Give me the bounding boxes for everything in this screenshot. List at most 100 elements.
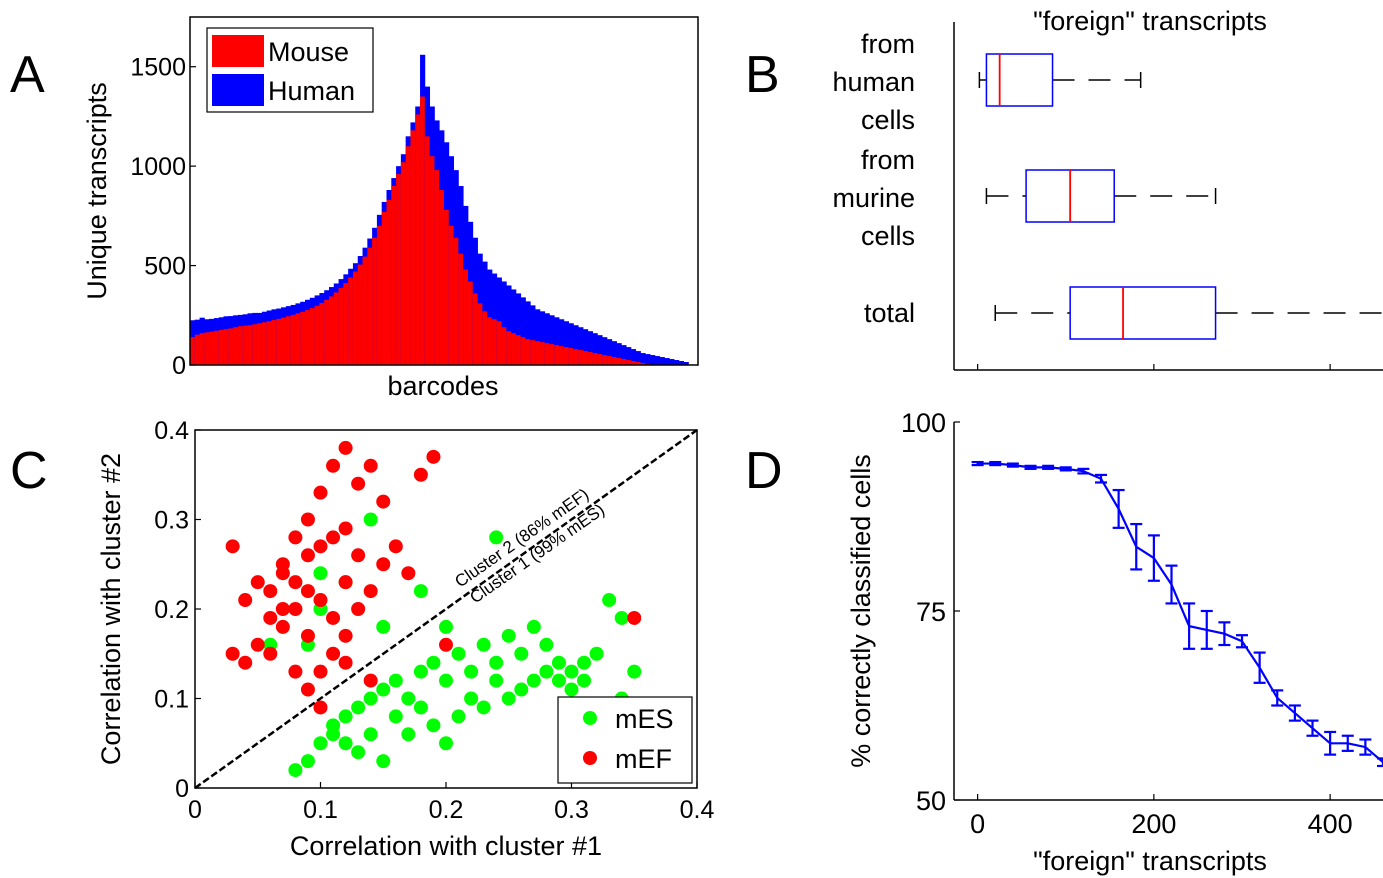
bar-mouse-29	[328, 296, 335, 365]
bar-mouse-94	[640, 363, 646, 365]
bar-mouse-70	[525, 339, 531, 365]
point-mes-7	[376, 682, 391, 697]
bar-mouse-60	[477, 303, 483, 365]
bar-mouse-92	[630, 361, 637, 365]
legend-marker-mef	[583, 751, 597, 765]
panel-d-ticks: 0 200 400 50 75 100	[901, 408, 1353, 839]
legend-swatch-mouse	[212, 35, 264, 67]
panel-b-category-0-line-0: from	[861, 29, 915, 59]
point-mef-27	[376, 557, 391, 572]
bar-mouse-27	[319, 302, 325, 365]
point-mef-40	[313, 539, 328, 554]
point-mef-0	[225, 539, 240, 554]
point-mes-48	[551, 673, 566, 688]
point-mes-8	[388, 673, 403, 688]
panel-c-ytick-label-4: 0.4	[154, 417, 189, 445]
point-mes-27	[627, 664, 642, 679]
bar-mouse-32	[343, 283, 349, 365]
point-mef-42	[439, 637, 453, 652]
bar-mouse-89	[616, 358, 622, 365]
point-mes-31	[351, 745, 366, 760]
point-mef-1	[250, 575, 265, 590]
point-mes-9	[401, 691, 416, 706]
point-mef-6	[300, 512, 315, 527]
point-mes-44	[451, 709, 466, 724]
point-mes-29	[439, 736, 453, 751]
bar-human-102	[678, 361, 685, 365]
point-mes-0	[288, 763, 303, 778]
panel-c-xlabel: Correlation with cluster #1	[290, 831, 602, 861]
point-mef-22	[313, 593, 328, 608]
bar-human-87	[606, 339, 613, 365]
bar-mouse-52	[439, 190, 445, 365]
point-mes-18	[514, 646, 529, 661]
bar-mouse-81	[578, 350, 584, 365]
point-mef-48	[326, 646, 341, 661]
bar-mouse-73	[539, 342, 546, 365]
point-mef-37	[326, 530, 341, 545]
bar-mouse-37	[367, 247, 373, 365]
point-mes-14	[464, 664, 479, 679]
point-mes-50	[489, 530, 504, 545]
bar-mouse-69	[520, 337, 526, 365]
panel-label-b: B	[745, 46, 780, 104]
point-mes-47	[526, 673, 541, 688]
point-mes-24	[589, 646, 604, 661]
point-mef-36	[300, 548, 315, 563]
point-mef-32	[225, 646, 240, 661]
bar-mouse-20	[285, 316, 292, 365]
point-mes-22	[564, 664, 579, 679]
bar-mouse-13	[252, 324, 258, 365]
point-mef-41	[288, 575, 303, 590]
panel-d-line: 0 200 400 50 75 100 "foreign" transcripts % c…	[846, 408, 1383, 876]
bar-mouse-21	[290, 314, 296, 365]
bar-mouse-76	[554, 345, 560, 365]
point-mef-24	[338, 628, 353, 643]
point-mes-52	[313, 566, 328, 581]
point-mef-2	[238, 593, 253, 608]
panel-b-category-labels: from human cells from murine cells total	[832, 29, 915, 328]
point-mef-17	[250, 637, 265, 652]
bar-mouse-53	[444, 209, 450, 365]
panel-c-xtick-label-2: 0.2	[429, 796, 464, 824]
bar-mouse-57	[463, 269, 469, 365]
panel-a-legend: Mouse Human	[206, 27, 374, 113]
point-mef-11	[363, 458, 378, 473]
bar-human-73	[539, 311, 546, 365]
bar-human-90	[621, 345, 627, 365]
panel-d-line	[977, 462, 1383, 764]
panel-c-ytick-label-2: 0.2	[154, 596, 189, 624]
point-mes-55	[376, 619, 391, 634]
legend-label-human: Human	[268, 76, 355, 106]
panel-a-xlabel: barcodes	[387, 371, 498, 401]
bar-mouse-25	[309, 308, 316, 365]
point-mes-35	[388, 709, 403, 724]
bar-mouse-63	[491, 319, 498, 365]
point-mef-34	[263, 584, 278, 599]
bar-mouse-39	[376, 225, 383, 365]
bar-mouse-47	[415, 114, 421, 365]
panel-b-category-0-line-2: cells	[861, 105, 915, 135]
bar-human-70	[525, 301, 531, 365]
bar-mouse-4	[209, 331, 215, 365]
panel-label-c: C	[10, 442, 48, 500]
point-mes-32	[338, 736, 353, 751]
panel-a-ytick-label-1: 500	[144, 253, 186, 281]
box-0	[985, 53, 1054, 107]
point-mes-26	[614, 610, 629, 625]
bar-human-77	[559, 319, 565, 365]
bar-mouse-79	[568, 348, 574, 365]
bar-mouse-90	[621, 359, 627, 365]
bar-mouse-35	[357, 264, 363, 365]
bar-human-75	[549, 315, 555, 365]
bar-mouse-72	[535, 341, 541, 365]
bar-human-98	[659, 357, 665, 365]
bar-human-85	[597, 335, 603, 365]
bar-mouse-10	[237, 326, 244, 365]
bar-mouse-43	[396, 174, 402, 365]
bar-mouse-22	[295, 313, 301, 365]
point-mes-1	[300, 754, 315, 769]
panel-c-ylabel: Correlation with cluster #2	[96, 453, 126, 765]
panel-d-ytick-label-2: 100	[901, 408, 946, 438]
bar-mouse-71	[530, 340, 536, 365]
